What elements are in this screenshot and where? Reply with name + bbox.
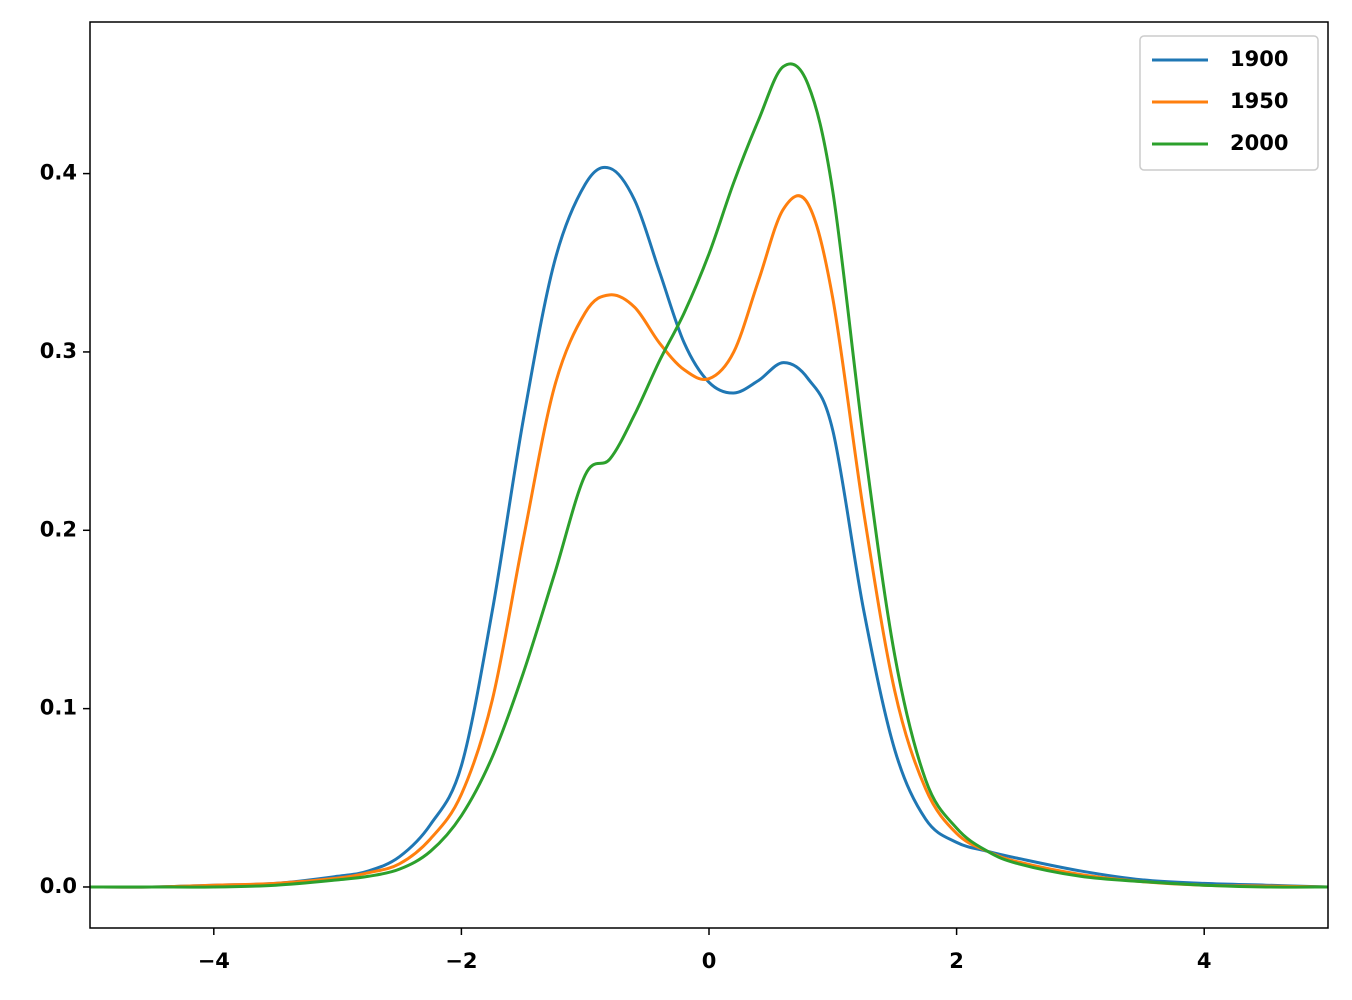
y-tick-label: 0.4: [40, 161, 77, 185]
x-tick-label: 2: [949, 949, 964, 973]
x-tick-label: 0: [702, 949, 717, 973]
y-tick-label: 0.3: [40, 339, 77, 363]
legend-label: 2000: [1230, 131, 1288, 155]
y-tick-label: 0.0: [40, 874, 77, 898]
x-tick-label: −2: [445, 949, 477, 973]
legend-label: 1950: [1230, 89, 1288, 113]
x-tick-label: 4: [1197, 949, 1212, 973]
legend-label: 1900: [1230, 47, 1288, 71]
y-tick-label: 0.1: [40, 696, 77, 720]
x-tick-label: −4: [198, 949, 230, 973]
legend-box: [1139, 35, 1319, 171]
line-series: [90, 62, 1328, 889]
plot-frame: [89, 21, 1329, 929]
y-tick-label: 0.2: [40, 517, 77, 541]
